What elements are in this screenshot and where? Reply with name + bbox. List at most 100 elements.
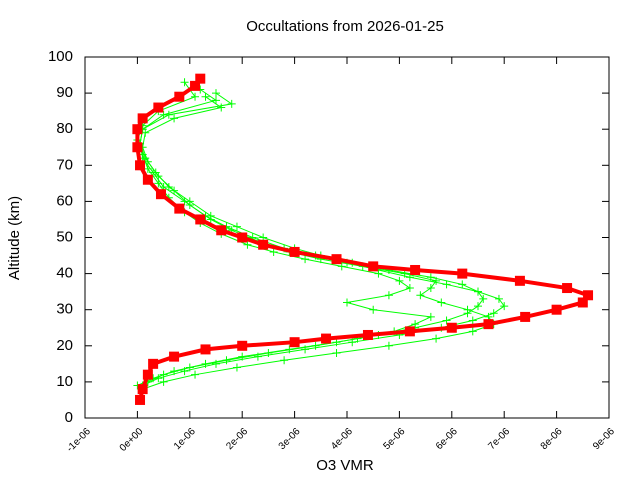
point-marker — [479, 294, 488, 303]
point-marker — [216, 225, 227, 236]
y-axis-label: Altitude (km) — [6, 196, 23, 280]
x-tick-label: 7e-06 — [486, 426, 512, 452]
y-tick-label: 60 — [56, 192, 73, 209]
point-marker — [494, 294, 503, 303]
point-marker — [135, 160, 146, 171]
y-tick-label: 0 — [65, 409, 73, 426]
point-marker — [212, 89, 220, 98]
y-tick-label: 20 — [56, 337, 73, 354]
profile-line — [136, 81, 433, 383]
point-marker — [195, 214, 206, 225]
point-marker — [583, 290, 594, 301]
point-marker — [154, 172, 163, 181]
x-tick-label: 6e-06 — [434, 426, 460, 452]
point-marker — [222, 356, 231, 365]
point-marker — [169, 351, 180, 362]
point-marker — [154, 179, 163, 188]
point-marker — [562, 283, 573, 294]
point-marker — [468, 316, 477, 325]
point-marker — [269, 247, 278, 256]
point-marker — [237, 340, 248, 351]
point-marker — [201, 92, 210, 101]
point-marker — [368, 261, 379, 272]
point-marker — [164, 182, 173, 191]
point-marker — [195, 73, 206, 84]
point-marker — [332, 349, 341, 358]
point-marker — [432, 334, 441, 343]
point-marker — [142, 369, 153, 380]
y-tick-label: 100 — [48, 48, 73, 65]
point-marker — [141, 128, 150, 137]
point-marker — [520, 311, 531, 322]
point-marker — [514, 275, 525, 286]
x-tick-label: -1e-06 — [65, 426, 94, 455]
point-marker — [384, 341, 393, 350]
point-marker — [137, 113, 148, 124]
point-marker — [191, 92, 200, 101]
point-marker — [159, 377, 168, 386]
point-marker — [264, 349, 273, 358]
point-marker — [474, 302, 482, 311]
point-marker — [135, 394, 146, 405]
y-tick-label: 90 — [56, 84, 73, 101]
x-tick-label: 4e-06 — [329, 426, 355, 452]
x-tick-label: 1e-06 — [172, 426, 198, 452]
point-marker — [343, 298, 351, 307]
point-marker — [185, 201, 194, 210]
point-marker — [416, 291, 425, 300]
x-tick-label: 2e-06 — [224, 426, 250, 452]
point-marker — [212, 359, 220, 368]
point-marker — [143, 157, 152, 166]
x-axis-label: O3 VMR — [316, 457, 374, 474]
point-marker — [446, 322, 457, 333]
point-marker — [258, 239, 269, 250]
point-marker — [474, 287, 482, 296]
point-marker — [280, 356, 289, 365]
point-marker — [442, 316, 451, 325]
point-marker — [237, 232, 248, 243]
point-marker — [457, 268, 468, 279]
y-tick-label: 10 — [56, 373, 73, 390]
point-marker — [143, 164, 152, 173]
point-marker — [159, 110, 168, 119]
point-marker — [159, 370, 168, 379]
point-marker — [577, 297, 588, 308]
point-marker — [227, 99, 236, 108]
point-marker — [137, 384, 148, 395]
y-tick-label: 30 — [56, 301, 73, 318]
y-tick-label: 70 — [56, 156, 73, 173]
point-marker — [170, 186, 179, 195]
point-marker — [468, 327, 477, 336]
point-marker — [463, 305, 472, 314]
x-tick-label: 9e-06 — [591, 426, 617, 452]
point-marker — [232, 222, 241, 231]
point-marker — [155, 189, 166, 200]
point-marker — [132, 124, 143, 135]
point-marker — [384, 291, 393, 300]
point-marker — [369, 305, 378, 314]
point-marker — [185, 363, 194, 372]
point-marker — [458, 280, 467, 289]
point-marker — [232, 363, 241, 372]
point-marker — [289, 246, 300, 257]
point-marker — [132, 142, 143, 153]
point-marker — [301, 255, 310, 264]
point-marker — [180, 78, 189, 87]
point-marker — [411, 320, 420, 329]
point-marker — [217, 103, 226, 112]
point-marker — [174, 91, 185, 102]
point-marker — [442, 280, 451, 289]
x-tick-label: 8e-06 — [539, 426, 565, 452]
x-tick-label: 3e-06 — [277, 426, 303, 452]
point-marker — [410, 264, 421, 275]
point-marker — [395, 276, 404, 285]
point-marker — [243, 240, 252, 249]
point-marker — [153, 102, 164, 113]
point-marker — [374, 269, 383, 278]
point-marker — [432, 276, 441, 285]
point-marker — [426, 284, 435, 293]
point-marker — [142, 174, 153, 185]
point-marker — [212, 96, 220, 105]
point-marker — [170, 114, 179, 123]
